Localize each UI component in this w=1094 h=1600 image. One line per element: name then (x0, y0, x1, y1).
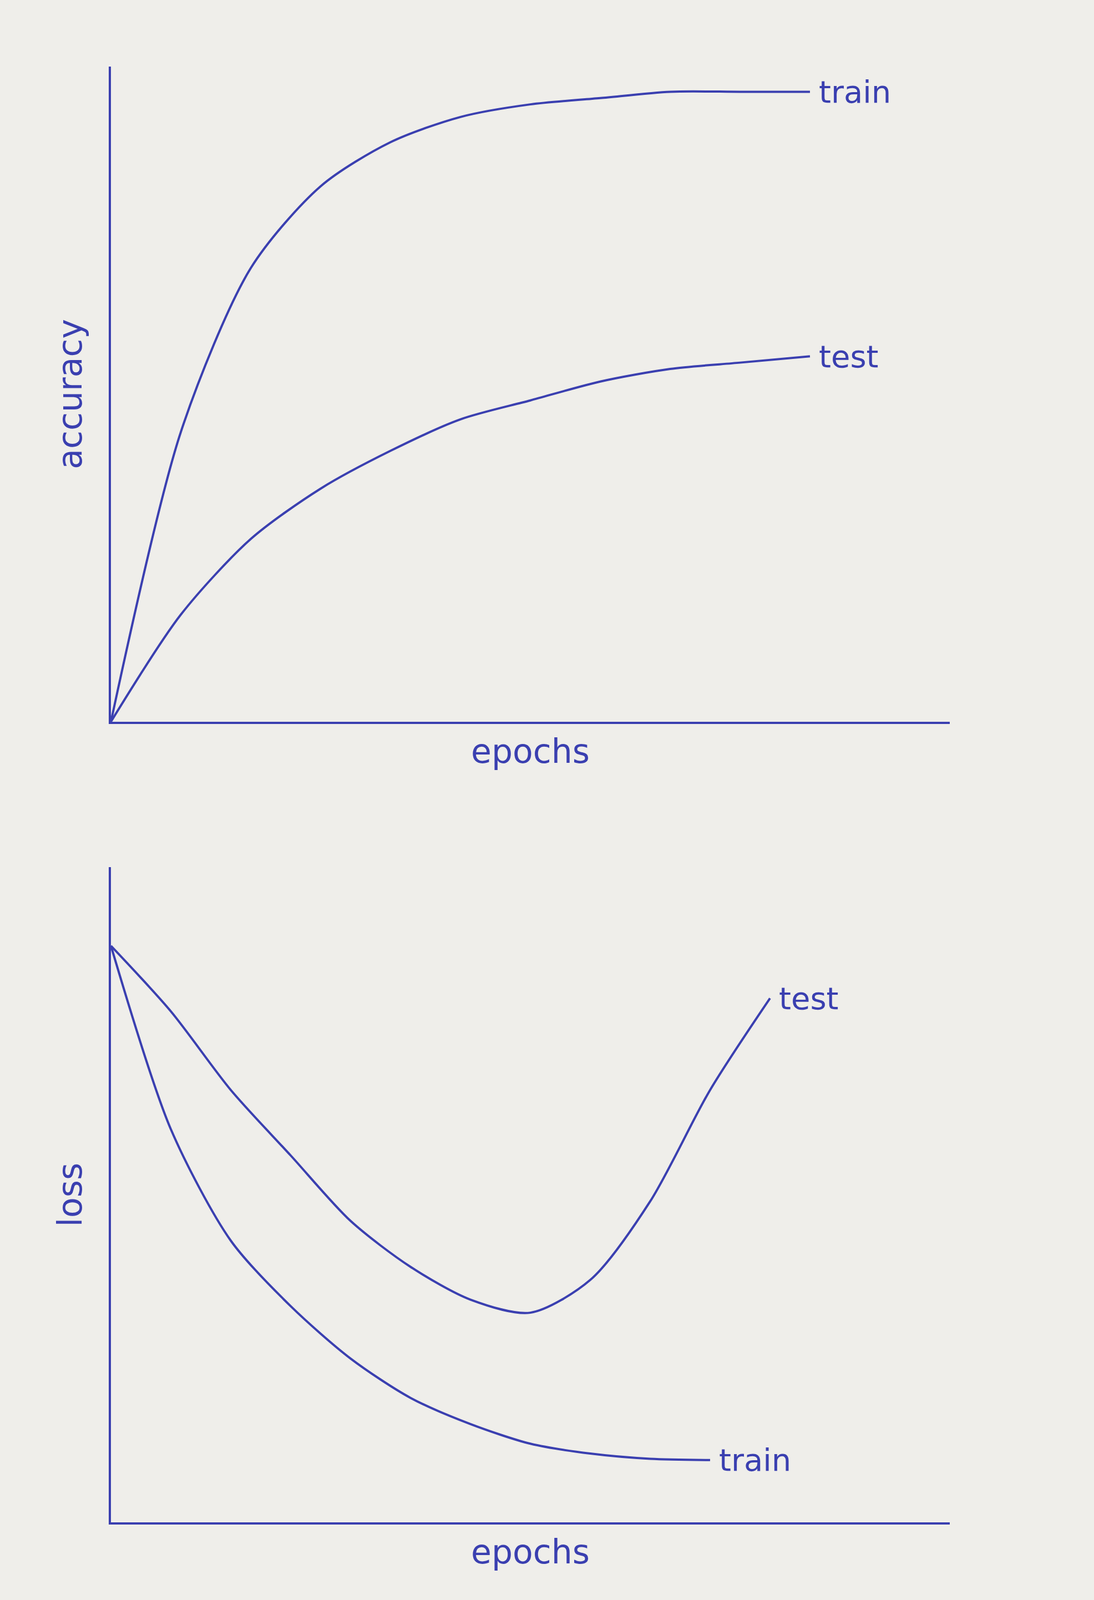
svg-text:test: test (778, 980, 839, 1017)
svg-text:test: test (818, 338, 879, 375)
svg-text:epochs: epochs (470, 1532, 590, 1572)
svg-text:loss: loss (50, 1162, 90, 1228)
svg-text:train: train (818, 73, 891, 110)
svg-text:accuracy: accuracy (50, 318, 90, 470)
svg-text:train: train (718, 1441, 792, 1478)
svg-text:epochs: epochs (470, 731, 590, 771)
